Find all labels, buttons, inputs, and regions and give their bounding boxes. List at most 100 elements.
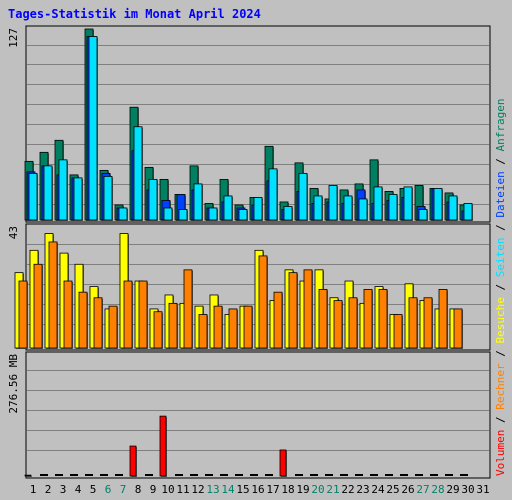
x-tick-label-day-31: 31 <box>476 483 489 496</box>
bar-seiten-day-20 <box>313 195 323 221</box>
bar-rechner-day-15 <box>228 308 238 349</box>
x-tick-label-day-13: 13 <box>206 483 219 496</box>
bar-rechner-day-17 <box>258 255 268 349</box>
legend-separator: / <box>494 277 507 297</box>
bar-seiten-day-16 <box>253 197 263 221</box>
x-tick-label-day-6: 6 <box>105 483 112 496</box>
bar-volumen-day-1 <box>24 474 32 477</box>
x-tick-label-day-25: 25 <box>386 483 399 496</box>
bar-rechner-day-18 <box>273 291 283 349</box>
bar-seiten-day-11 <box>178 209 188 221</box>
x-tick-label-day-27: 27 <box>416 483 429 496</box>
bar-seiten-day-4 <box>73 177 83 221</box>
bar-seiten-day-17 <box>268 168 278 221</box>
bar-rechner-day-25 <box>378 288 388 349</box>
x-tick-label-day-10: 10 <box>161 483 174 496</box>
bar-volumen-day-8 <box>129 445 137 477</box>
legend-separator: / <box>494 151 507 171</box>
bar-seiten-day-15 <box>238 209 248 221</box>
bar-seiten-day-12 <box>193 183 203 221</box>
bar-seiten-day-29 <box>448 195 458 221</box>
legend-item-volumen: Volumen <box>494 430 507 476</box>
bar-seiten-day-23 <box>358 198 368 221</box>
panel-frame-bottom <box>25 351 491 479</box>
bar-volumen-day-18 <box>279 449 287 477</box>
x-tick-label-day-7: 7 <box>120 483 127 496</box>
x-tick-label-day-21: 21 <box>326 483 339 496</box>
bar-seiten-day-26 <box>403 186 413 221</box>
y-max-label-top: 127 <box>7 28 20 48</box>
bar-seiten-day-5 <box>88 36 98 221</box>
x-tick-label-day-11: 11 <box>176 483 189 496</box>
bar-seiten-day-9 <box>148 178 158 221</box>
x-tick-label-day-2: 2 <box>45 483 52 496</box>
x-tick-label-day-15: 15 <box>236 483 249 496</box>
bar-seiten-day-25 <box>388 194 398 221</box>
bar-seiten-day-28 <box>433 188 443 221</box>
bar-seiten-day-1 <box>28 172 38 221</box>
bar-rechner-day-20 <box>303 269 313 349</box>
bar-rechner-day-3 <box>48 241 58 349</box>
bar-rechner-day-1 <box>18 280 28 349</box>
bar-rechner-day-21 <box>318 288 328 349</box>
y-max-label-bottom: 276.56 MB <box>7 354 20 414</box>
bar-seiten-day-13 <box>208 207 218 221</box>
x-tick-label-day-20: 20 <box>311 483 324 496</box>
bar-seiten-day-24 <box>373 186 383 221</box>
x-tick-label-day-22: 22 <box>341 483 354 496</box>
x-tick-label-day-9: 9 <box>150 483 157 496</box>
x-tick-label-day-17: 17 <box>266 483 279 496</box>
bar-seiten-day-14 <box>223 195 233 221</box>
bar-rechner-day-30 <box>453 308 463 349</box>
bar-rechner-day-28 <box>423 297 433 349</box>
bar-rechner-day-7 <box>108 305 118 349</box>
legend-separator: / <box>494 218 507 238</box>
legend-text: Volumen / Rechner / Besuche / Seiten / D… <box>494 98 507 476</box>
bar-rechner-day-4 <box>63 280 73 349</box>
bar-rechner-day-10 <box>153 311 163 349</box>
legend-item-besuche: Besuche <box>494 297 507 343</box>
x-tick-label-day-24: 24 <box>371 483 385 496</box>
bar-rechner-day-22 <box>333 300 343 349</box>
bar-volumen-day-10 <box>159 415 167 477</box>
bar-seiten-day-7 <box>118 207 128 221</box>
bar-volumen-day-1-shadow <box>26 476 32 477</box>
x-tick-label-day-12: 12 <box>191 483 204 496</box>
bar-rechner-day-2 <box>33 263 43 349</box>
legend-separator: / <box>494 344 507 364</box>
bar-seiten-day-27 <box>418 209 428 221</box>
x-tick-label-day-8: 8 <box>135 483 142 496</box>
legend-item-seiten: Seiten <box>494 238 507 278</box>
bar-seiten-day-22 <box>343 195 353 221</box>
x-tick-label-day-19: 19 <box>296 483 309 496</box>
bar-rechner-day-23 <box>348 297 358 349</box>
chart-legend: Volumen / Rechner / Besuche / Seiten / D… <box>494 98 507 476</box>
bar-rechner-day-11 <box>168 302 178 349</box>
bar-rechner-day-8 <box>123 280 133 349</box>
legend-item-dateien: Dateien <box>494 171 507 217</box>
x-tick-label-day-29: 29 <box>446 483 459 496</box>
bar-rechner-day-19 <box>288 272 298 349</box>
x-tick-label-day-1: 1 <box>30 483 37 496</box>
x-tick-label-day-23: 23 <box>356 483 369 496</box>
y-max-label-middle: 43 <box>7 226 20 239</box>
bar-rechner-day-13 <box>198 314 208 349</box>
bar-seiten-day-6 <box>103 175 113 221</box>
bar-rechner-day-26 <box>393 314 403 349</box>
bar-rechner-day-5 <box>78 291 88 349</box>
x-tick-label-day-30: 30 <box>461 483 474 496</box>
bar-seiten-day-3 <box>58 159 68 221</box>
bar-rechner-day-24 <box>363 288 373 349</box>
bar-rechner-day-16 <box>243 305 253 349</box>
x-tick-label-day-3: 3 <box>60 483 67 496</box>
bar-rechner-day-29 <box>438 288 448 349</box>
bar-seiten-day-18 <box>283 206 293 221</box>
legend-item-rechner: Rechner <box>494 363 507 410</box>
x-tick-label-day-26: 26 <box>401 483 414 496</box>
chart-marks <box>14 28 473 477</box>
x-tick-label-day-16: 16 <box>251 483 264 496</box>
x-tick-label-day-18: 18 <box>281 483 294 496</box>
legend-item-anfragen: Anfragen <box>494 98 507 151</box>
